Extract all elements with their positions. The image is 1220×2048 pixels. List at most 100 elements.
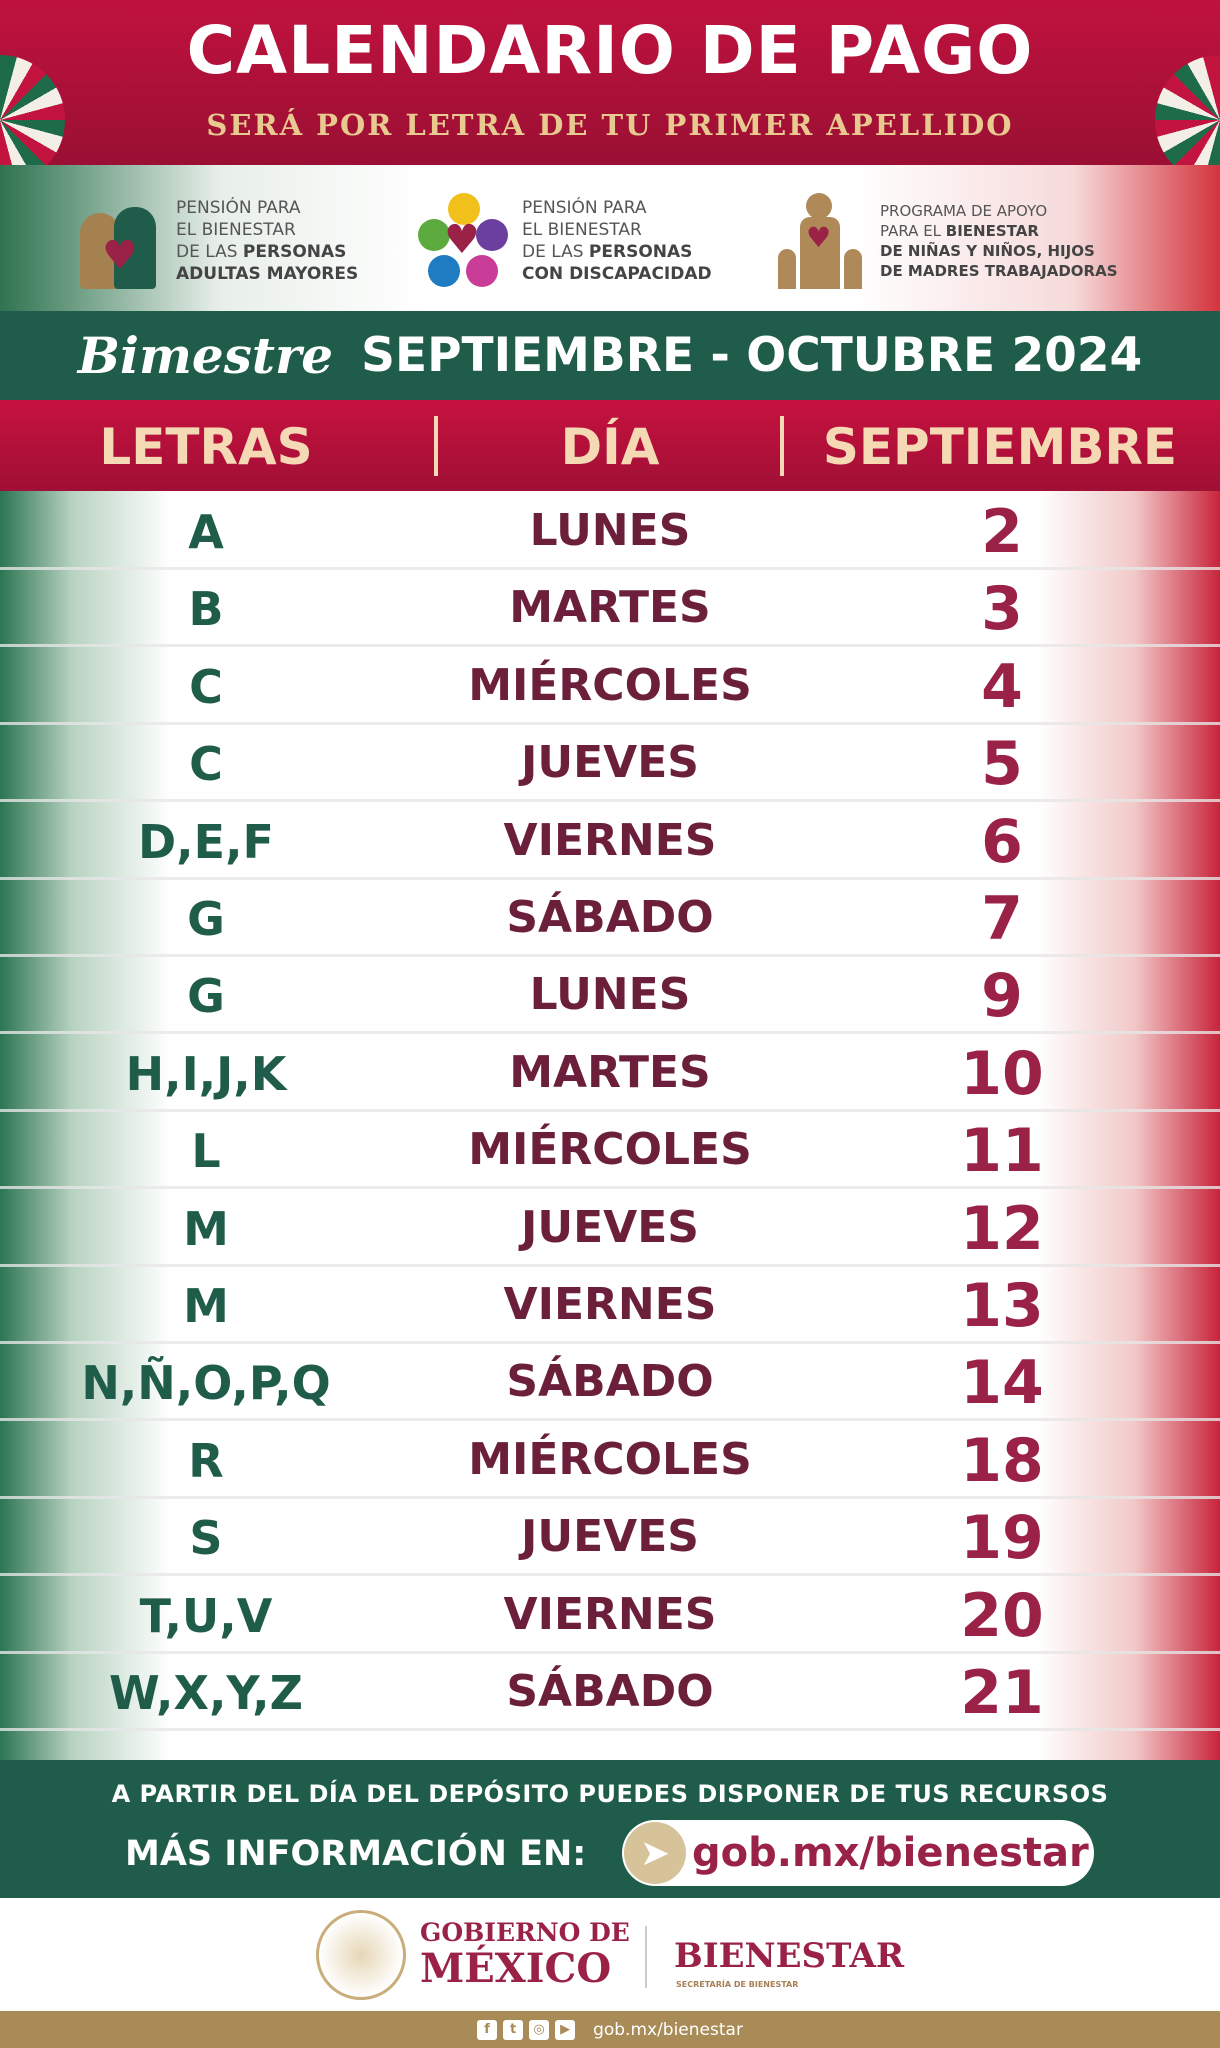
row-date: 9 [981,961,1023,1032]
social-url[interactable]: gob.mx/bienestar [593,2019,743,2040]
youtube-icon[interactable]: ▶ [555,2019,576,2040]
row-date: 2 [981,497,1023,567]
logo-text: MÉXICO [420,1945,612,1992]
table-row: W,X,Y,Z SÁBADO 21 [0,1654,1220,1731]
schedule-table: A LUNES 2 B MARTES 3 C MIÉRCOLES 4 C JUEVES 5 D,E,F V… [0,491,1220,1760]
logos-band: GOBIERNO DE MÉXICO BIENESTAR SECRETARÍA D… [0,1898,1220,2011]
row-day: JUEVES [521,1511,699,1563]
row-day: SÁBADO [506,1356,714,1408]
table-row: B MARTES 3 [0,570,1220,648]
table-row: D,E,F VIERNES 6 [0,803,1220,880]
social-bar: f t ◎ ▶ gob.mx/bienestar [0,2011,1220,2048]
column-header-dia: DÍA [560,418,660,476]
row-day: VIERNES [503,1588,717,1640]
row-date: 7 [981,884,1023,954]
website-url[interactable]: gob.mx/bienestar [692,1830,1089,1876]
row-letters: S [189,1511,223,1566]
program-text: DE LAS [176,242,243,262]
row-date: 18 [960,1425,1044,1496]
cursor-icon: ➤ [624,1822,686,1884]
period-bar: Bimestre SEPTIEMBRE - OCTUBRE 2024 [0,311,1220,400]
row-letters: M [183,1201,229,1256]
program-discapacidad: ♥ PENSIÓN PARA EL BIENESTAR DE LAS PERSONA… [418,193,712,289]
table-row: T,U,V VIERNES 20 [0,1577,1220,1654]
row-date: 13 [960,1271,1044,1341]
program-adultos-mayores: ♥ PENSIÓN PARA EL BIENESTAR DE LAS PERSONA… [72,193,358,289]
table-row: G SÁBADO 7 [0,880,1220,957]
table-header: LETRAS DÍA SEPTIEMBRE [0,400,1220,491]
row-day: VIERNES [503,814,717,866]
divider [645,1926,647,1988]
row-day: LUNES [529,505,691,556]
row-day: JUEVES [521,1201,699,1253]
row-letters: B [188,582,224,637]
row-letters: A [188,505,224,559]
row-day: VIERNES [503,1279,717,1330]
row-letters: N,Ñ,O,P,Q [81,1356,331,1411]
page-subtitle: SERÁ POR LETRA DE TU PRIMER APELLIDO [206,108,1014,142]
row-day: MIÉRCOLES [468,1433,752,1485]
table-row: L MIÉRCOLES 11 [0,1112,1220,1190]
secretaria-label: SECRETARÍA DE BIENESTAR [676,1980,799,1989]
period-label: Bimestre [77,326,334,385]
row-date: 21 [960,1658,1044,1728]
table-row: G LUNES 9 [0,957,1220,1035]
program-text: DE MADRES TRABAJADORAS [880,262,1118,280]
row-date: 20 [960,1580,1044,1651]
deposit-notice: A PARTIR DEL DÍA DEL DEPÓSITO PUEDES DIS… [111,1780,1109,1808]
period-months: SEPTIEMBRE - OCTUBRE 2024 [361,328,1143,383]
program-text: PERSONAS [588,242,693,262]
table-row: N,Ñ,O,P,Q SÁBADO 14 [0,1344,1220,1422]
row-letters: R [188,1433,224,1488]
row-letters: H,I,J,K [125,1046,287,1101]
row-letters: D,E,F [138,814,274,869]
row-date: 4 [981,651,1023,722]
program-text: ADULTAS MAYORES [176,264,359,284]
table-row: C MIÉRCOLES 4 [0,648,1220,725]
row-letters: C [189,737,223,792]
programs-band: ♥ PENSIÓN PARA EL BIENESTAR DE LAS PERSONA… [0,165,1220,311]
row-day: MIÉRCOLES [468,659,752,711]
row-letters: G [187,969,225,1024]
mother-children-icon: ♥ [776,193,866,289]
row-letters: M [183,1279,229,1333]
header-banner: CALENDARIO DE PAGO SERÁ POR LETRA DE TU … [0,0,1220,185]
more-info-label: MÁS INFORMACIÓN EN: [125,1834,587,1874]
program-ninas-ninos: ♥ PROGRAMA DE APOYO PARA EL BIENESTAR DE N… [776,193,1118,289]
program-text: BIENESTAR [945,222,1039,240]
row-day: MARTES [509,1046,711,1098]
row-date: 6 [981,806,1023,877]
row-day: MIÉRCOLES [468,1124,752,1176]
program-text: DE LAS [522,242,589,262]
table-row: S JUEVES 19 [0,1499,1220,1577]
website-link[interactable]: ➤ gob.mx/bienestar [622,1820,1094,1886]
row-letters: L [191,1124,221,1179]
program-text: PARA EL [880,222,946,240]
elderly-couple-icon: ♥ [72,193,162,289]
row-day: JUEVES [521,737,699,789]
program-text: CON DISCAPACIDAD [522,264,712,284]
gobierno-logo: GOBIERNO DE MÉXICO [420,1920,630,1989]
program-text: PERSONAS [242,242,347,262]
row-letters: T,U,V [139,1588,273,1643]
divider [780,416,784,476]
row-day: MARTES [509,582,711,634]
row-day: SÁBADO [506,1666,714,1717]
column-header-letras: LETRAS [99,418,313,476]
row-day: SÁBADO [506,892,714,943]
row-date: 5 [981,729,1023,800]
program-text: EL BIENESTAR [522,220,642,240]
logo-text: GOBIERNO DE [420,1918,630,1947]
row-letters: W,X,Y,Z [109,1666,303,1720]
program-text: PROGRAMA DE APOYO [880,202,1048,220]
row-date: 3 [981,574,1023,645]
row-date: 12 [960,1193,1044,1264]
facebook-icon[interactable]: f [477,2019,498,2040]
instagram-icon[interactable]: ◎ [529,2019,550,2040]
program-text: PENSIÓN PARA [522,198,647,218]
row-date: 14 [960,1348,1044,1419]
row-date: 11 [960,1116,1044,1187]
table-row: H,I,J,K MARTES 10 [0,1035,1220,1112]
twitter-icon[interactable]: t [503,2019,524,2040]
program-text: DE NIÑAS Y NIÑOS, HIJOS [880,242,1095,260]
